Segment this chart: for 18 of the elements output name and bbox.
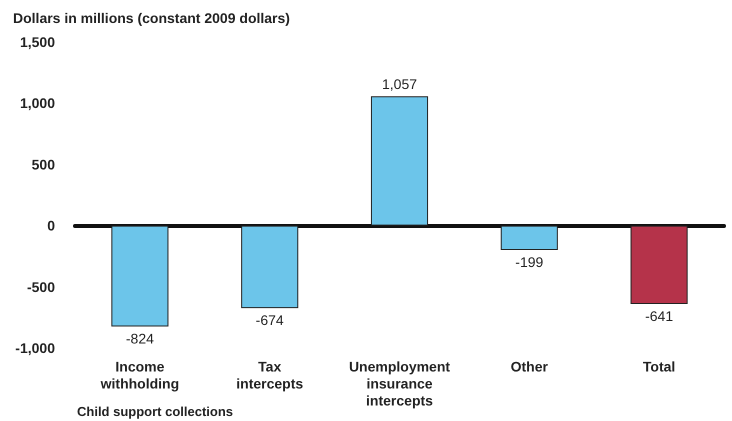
y-tick-label: 1,500	[20, 34, 56, 50]
y-tick-label: -1,000	[15, 340, 56, 356]
y-tick-label: 1,000	[20, 95, 56, 112]
y-axis-title: Dollars in millions (constant 2009 dollars)	[13, 10, 290, 26]
y-tick-label: 0	[47, 218, 56, 234]
y-tick-label: -500	[26, 278, 56, 295]
x-tick-label: Income withholding	[100, 358, 180, 392]
data-label: -824	[126, 330, 154, 346]
data-label: 1,057	[382, 76, 418, 92]
y-tick-label: 500	[32, 156, 56, 172]
x-tick-label: Other	[510, 358, 549, 374]
data-label: -641	[645, 308, 674, 324]
x-tick-label: Total	[642, 358, 676, 374]
data-label: -199	[515, 254, 544, 270]
data-label: -674	[256, 312, 284, 328]
x-tick-label: Unemployment insurance intercepts	[348, 358, 450, 408]
x-axis-title: Child support collections	[77, 404, 234, 419]
x-tick-label: Tax intercepts	[236, 358, 304, 392]
